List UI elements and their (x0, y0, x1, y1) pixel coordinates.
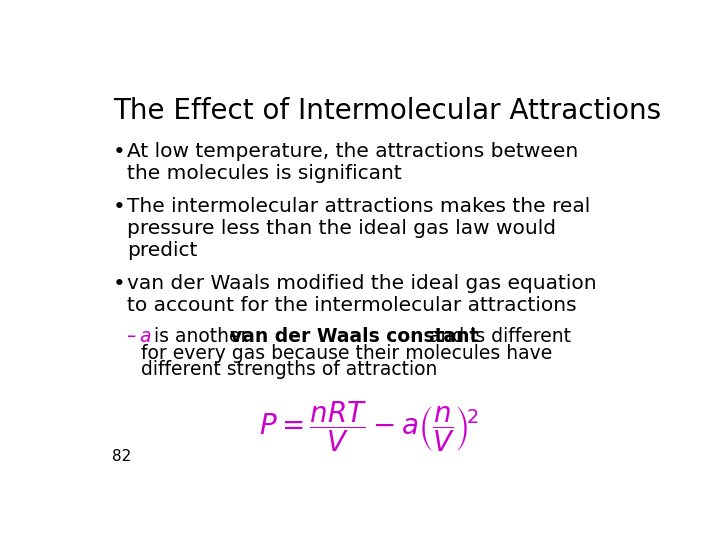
Text: The intermolecular attractions makes the real
pressure less than the ideal gas l: The intermolecular attractions makes the… (127, 197, 590, 260)
Text: different strengths of attraction: different strengths of attraction (141, 361, 438, 380)
Text: 82: 82 (112, 449, 131, 464)
Text: $P = \dfrac{nRT}{V} - a\left(\dfrac{n}{V}\right)^{\!2}$: $P = \dfrac{nRT}{V} - a\left(\dfrac{n}{V… (259, 400, 479, 455)
Text: •: • (113, 274, 126, 294)
Text: van der Waals modified the ideal gas equation
to account for the intermolecular : van der Waals modified the ideal gas equ… (127, 274, 597, 315)
Text: van der Waals constant: van der Waals constant (230, 327, 479, 346)
Text: The Effect of Intermolecular Attractions: The Effect of Intermolecular Attractions (113, 97, 662, 125)
Text: and is different: and is different (423, 327, 571, 346)
Text: At low temperature, the attractions between
the molecules is significant: At low temperature, the attractions betw… (127, 142, 578, 183)
Text: is another: is another (148, 327, 254, 346)
Text: •: • (113, 142, 126, 162)
Text: –: – (127, 327, 143, 346)
Text: •: • (113, 197, 126, 217)
Text: for every gas because their molecules have: for every gas because their molecules ha… (141, 343, 552, 362)
Text: a: a (139, 327, 150, 346)
